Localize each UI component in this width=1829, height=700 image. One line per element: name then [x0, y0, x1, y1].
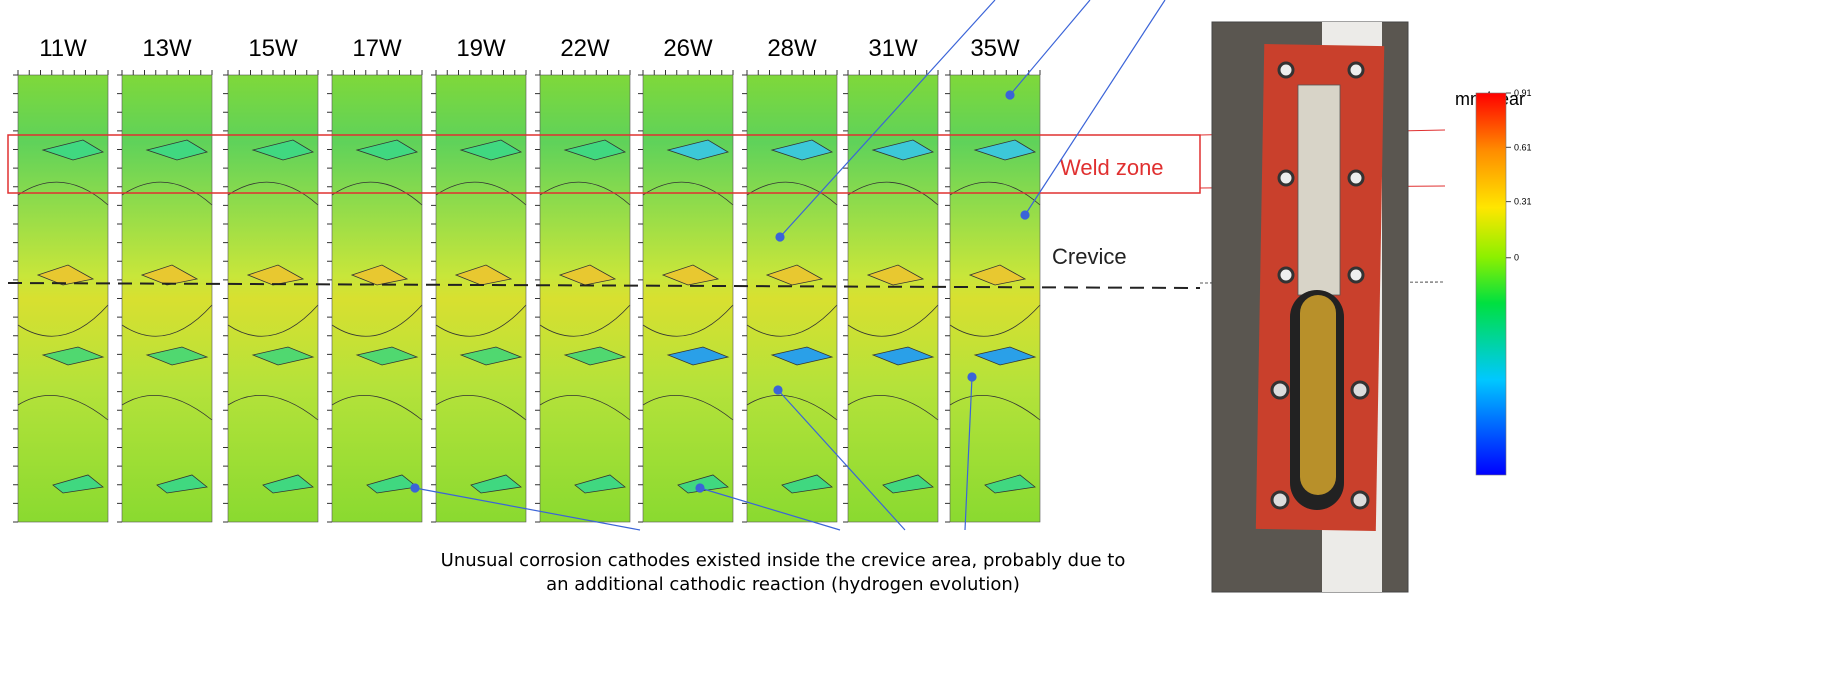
panel-label: 28W: [767, 35, 817, 62]
contour-map: [643, 75, 733, 522]
contour-map: [228, 75, 318, 522]
panel-label: 15W: [248, 35, 298, 62]
panel-label: 35W: [970, 35, 1020, 62]
contour-map: [436, 75, 526, 522]
contour-map: [950, 75, 1040, 522]
crevice-label: Crevice: [1052, 244, 1127, 269]
contour-map: [747, 75, 837, 522]
panel-label: 22W: [560, 35, 610, 62]
panel-label: 17W: [352, 35, 402, 62]
colorbar-tick-label: 0.31: [1514, 197, 1532, 207]
panel-label: 26W: [663, 35, 713, 62]
contour-map: [848, 75, 938, 522]
colorbar-tick-label: 0: [1514, 253, 1519, 263]
panel-label: 19W: [456, 35, 506, 62]
colorbar: mm/year 0.910.610.310: [1455, 88, 1532, 475]
contour-panels: 11W 13W 15W 17W 19W 22W 26W 28W 31W 35W: [13, 35, 1040, 522]
photo: [1212, 22, 1408, 592]
contour-map: [122, 75, 212, 522]
colorbar-scale: [1476, 93, 1506, 475]
contour-map: [540, 75, 630, 522]
panel-label: 31W: [868, 35, 918, 62]
contour-map: [18, 75, 108, 522]
panel-label: 13W: [142, 35, 192, 62]
caption: Unusual corrosion cathodes existed insid…: [441, 550, 1126, 571]
caption: an additional cathodic reaction (hydroge…: [546, 574, 1020, 595]
colorbar-tick-label: 0.91: [1514, 88, 1532, 98]
weld-zone-label: Weld zone: [1060, 155, 1164, 180]
figure: 11W 13W 15W 17W 19W 22W 26W 28W 31W 35W Weld zone…: [0, 0, 1829, 700]
colorbar-tick-label: 0.61: [1514, 142, 1532, 152]
contour-map: [332, 75, 422, 522]
panel-label: 11W: [39, 35, 87, 62]
